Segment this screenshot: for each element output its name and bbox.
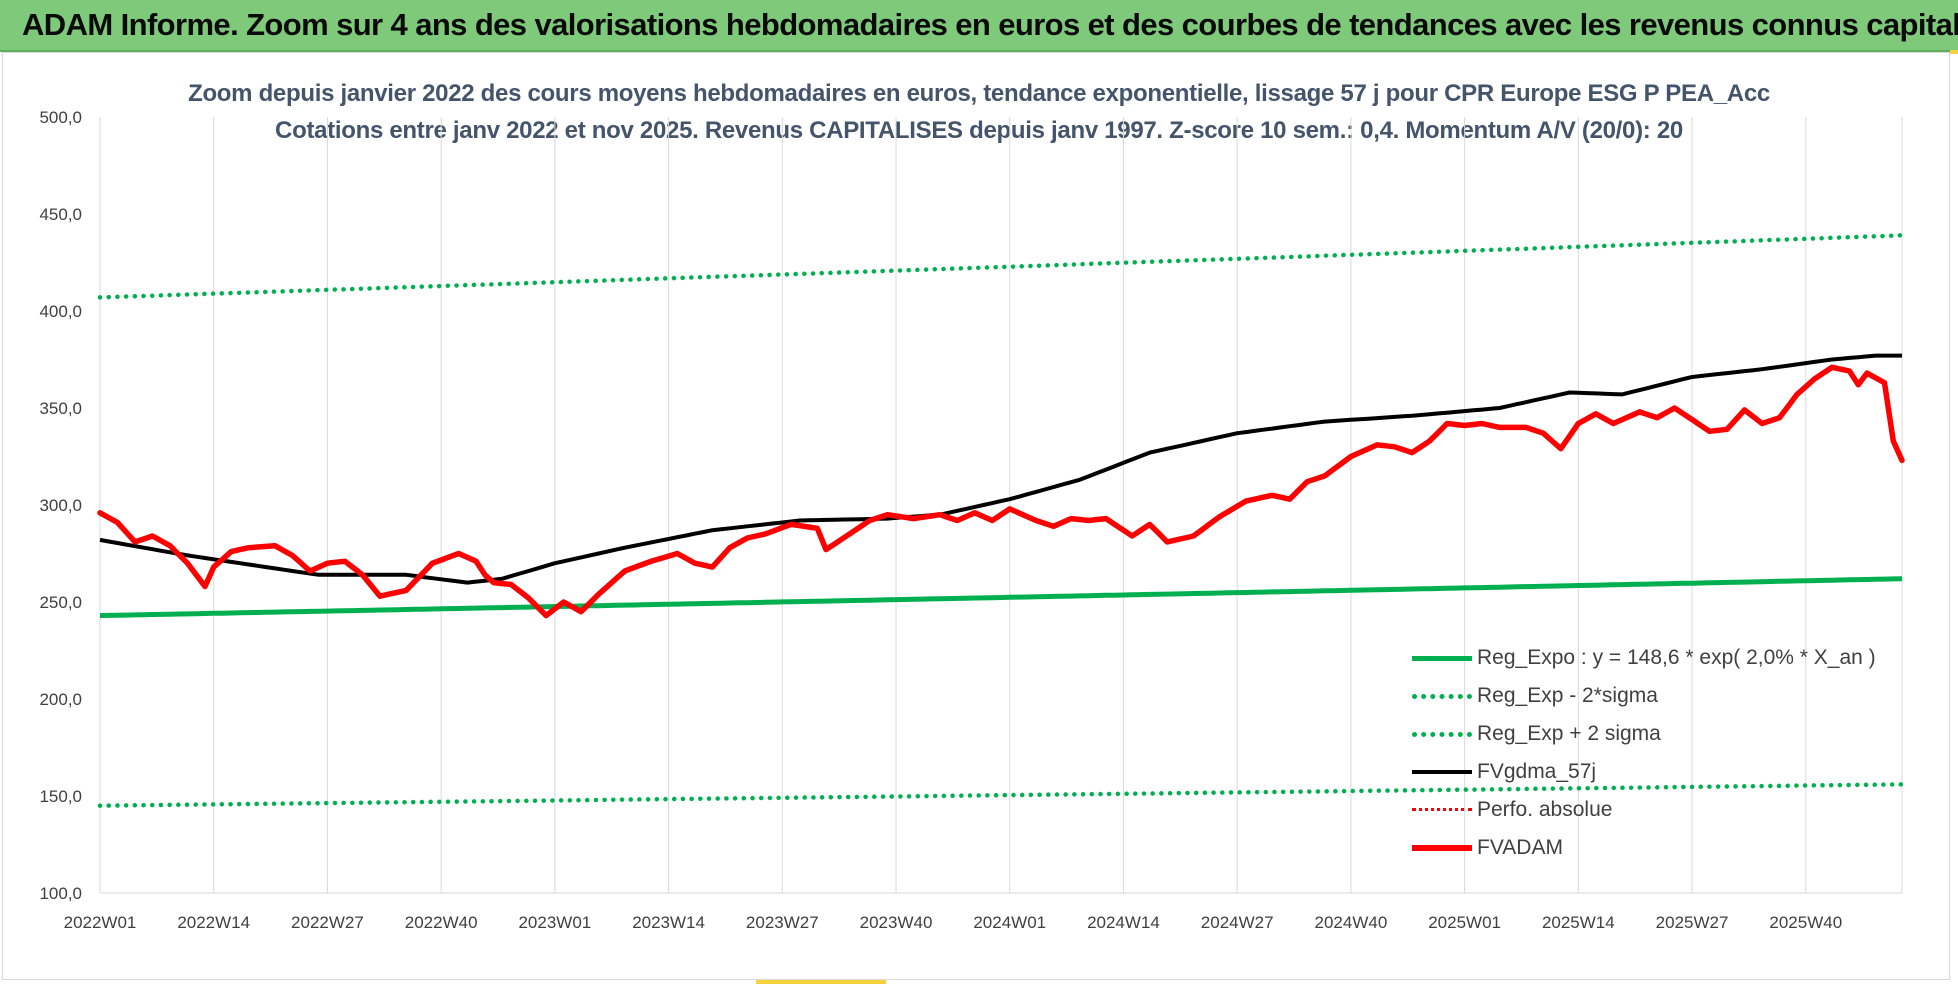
x-tick-label: 2022W40: [405, 913, 478, 932]
x-tick-label: 2024W27: [1201, 913, 1274, 932]
series-high-line: [97, 233, 1905, 300]
y-tick-label: 450,0: [39, 205, 82, 224]
x-tick-label: 2024W01: [973, 913, 1046, 932]
x-tick-label: 2025W01: [1428, 913, 1501, 932]
legend-label: FVADAM: [1477, 836, 1563, 859]
legend-label: Perfo. absolue: [1477, 798, 1613, 821]
legend-swatch: [1412, 845, 1472, 851]
y-tick-label: 400,0: [39, 302, 82, 321]
legend-item: Perfo. absolue: [1412, 792, 1872, 830]
y-tick-label: 150,0: [39, 787, 82, 806]
y-tick-label: 250,0: [39, 593, 82, 612]
x-tick-label: 2022W27: [291, 913, 364, 932]
y-tick-label: 100,0: [39, 884, 82, 903]
legend-item: Reg_Exp - 2*sigma: [1412, 678, 1872, 716]
x-tick-label: 2023W27: [746, 913, 819, 932]
report-title: ADAM Informe. Zoom sur 4 ans des valoris…: [22, 7, 1958, 42]
y-tick-label: 350,0: [39, 399, 82, 418]
legend-item: FVADAM: [1412, 830, 1872, 868]
x-tick-label: 2022W01: [64, 913, 137, 932]
chart-title-line1: Zoom depuis janvier 2022 des cours moyen…: [188, 80, 1770, 107]
legend-label: Reg_Exp + 2 sigma: [1477, 722, 1661, 745]
y-tick-label: 500,0: [39, 108, 82, 127]
legend-label: Reg_Exp - 2*sigma: [1477, 684, 1658, 707]
report-banner: ADAM Informe. Zoom sur 4 ans des valoris…: [0, 0, 1958, 52]
chart-legend: Reg_Expo : y = 148,6 * exp( 2,0% * X_an …: [1412, 640, 1876, 868]
y-tick-label: 300,0: [39, 496, 82, 515]
x-tick-label: 2025W14: [1542, 913, 1615, 932]
x-tick-label: 2025W40: [1769, 913, 1842, 932]
x-tick-label: 2023W14: [632, 913, 705, 932]
legend-swatch: [1412, 656, 1472, 661]
x-tick-label: 2025W27: [1656, 913, 1729, 932]
x-tick-label: 2022W14: [177, 913, 250, 932]
legend-item: FVgdma_57j: [1412, 754, 1872, 792]
legend-label: FVgdma_57j: [1477, 760, 1597, 783]
legend-swatch: [1412, 808, 1472, 811]
legend-swatch: [1412, 694, 1472, 699]
decorative-mark: [756, 980, 886, 984]
decorative-mark-right: [1950, 50, 1958, 54]
series-ma-line: [99, 353, 1902, 585]
x-tick-label: 2024W40: [1315, 913, 1388, 932]
legend-item: Reg_Exp + 2 sigma: [1412, 716, 1872, 754]
legend-item: Reg_Expo : y = 148,6 * exp( 2,0% * X_an …: [1412, 640, 1876, 678]
y-tick-label: 200,0: [39, 690, 82, 709]
series-adam-line: [97, 364, 1905, 619]
x-tick-label: 2024W14: [1087, 913, 1160, 932]
legend-label: Reg_Expo : y = 148,6 * exp( 2,0% * X_an …: [1477, 646, 1876, 669]
legend-swatch: [1412, 770, 1472, 774]
chart-title-line2: Cotations entre janv 2022 et nov 2025. R…: [275, 117, 1683, 144]
x-tick-label: 2023W40: [860, 913, 933, 932]
x-tick-label: 2023W01: [518, 913, 591, 932]
series-reg-line: [99, 576, 1903, 619]
legend-swatch: [1412, 732, 1472, 737]
